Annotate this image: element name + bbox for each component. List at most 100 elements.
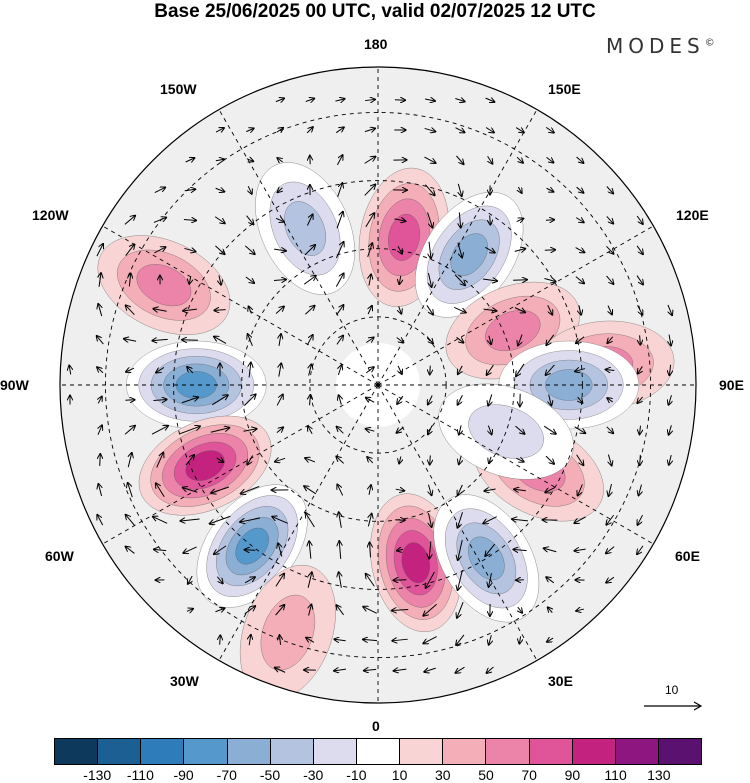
wind-vector [519, 636, 520, 643]
wind-vector [640, 335, 641, 344]
wind-vector [96, 244, 103, 257]
wind-vector [424, 128, 436, 131]
wind-vector [392, 609, 409, 610]
wind-vector [365, 367, 374, 374]
wind-vector [279, 635, 280, 645]
wind-vector [516, 156, 523, 163]
wind-vector [307, 572, 312, 588]
wind-vector [363, 607, 378, 614]
wind-vector [336, 605, 344, 616]
wind-vector [427, 212, 433, 227]
wind-vector [364, 128, 375, 131]
meridian-line [377, 109, 538, 386]
colorbar-tick-label: 10 [391, 767, 408, 783]
lon-label-120w: 120W [32, 207, 69, 223]
wind-vector [397, 395, 404, 404]
wind-vector [365, 213, 374, 228]
polar-stereographic-map [59, 66, 697, 704]
wind-vector [669, 455, 671, 465]
wind-vector [336, 212, 343, 229]
wind-vector [303, 276, 315, 285]
wind-vector [336, 305, 343, 316]
wind-vector [368, 514, 371, 527]
wind-vector [513, 280, 527, 281]
wind-vector [515, 127, 524, 133]
wind-vector [336, 457, 345, 464]
wind-vector [482, 279, 497, 281]
wind-vector [156, 453, 164, 468]
colorbar-tick-label: 130 [647, 767, 671, 783]
wind-vector [182, 340, 198, 341]
wind-vector [156, 483, 165, 497]
lon-label-30w: 30W [170, 673, 199, 689]
wind-vector [430, 365, 431, 375]
lon-label-60w: 60W [45, 548, 74, 564]
wind-vector [309, 541, 311, 559]
wind-vector [309, 364, 312, 376]
wind-vector [483, 309, 497, 311]
wind-vector [126, 547, 135, 554]
wind-vector [514, 307, 525, 313]
wind-vector [545, 487, 555, 493]
wind-vector [454, 274, 465, 285]
wind-vector [636, 245, 643, 254]
wind-vector [485, 98, 495, 102]
wind-vector [459, 425, 461, 434]
meridian-line [377, 384, 538, 661]
graticule [60, 67, 696, 703]
wind-vector [186, 609, 193, 612]
wind-vector [575, 276, 584, 284]
wind-vector [639, 484, 642, 496]
wind-vector [334, 669, 347, 671]
wind-vector [337, 427, 344, 434]
wind-vector [456, 336, 464, 342]
wind-vector [518, 334, 523, 346]
wind-vector [179, 426, 200, 435]
wind-vector [606, 370, 615, 371]
wind-vector [484, 489, 496, 491]
wind-vector [637, 305, 643, 314]
wind-vector [637, 545, 644, 554]
wind-vector [607, 336, 614, 343]
meridian-line [377, 384, 654, 545]
logo-mark: © [704, 37, 715, 49]
colorbar-tick-label: -30 [303, 767, 324, 783]
wind-vector [183, 546, 197, 553]
anomaly-contour [450, 233, 488, 277]
wind-vector [124, 339, 137, 342]
wind-vector [276, 427, 283, 434]
colorbar-segment [356, 739, 401, 764]
wind-vector [456, 634, 465, 645]
modes-logo: MODES© [606, 34, 715, 58]
wind-vector [578, 396, 583, 403]
wind-vector [241, 485, 260, 493]
wind-vector [487, 155, 493, 163]
wind-vector [485, 246, 494, 252]
wind-vector [518, 186, 521, 193]
wind-vector [124, 216, 135, 225]
wind-vector [126, 515, 135, 526]
wind-vector [310, 395, 311, 406]
wind-vector [458, 484, 463, 495]
wind-vector [488, 425, 491, 435]
wind-vector [545, 455, 554, 464]
colorbar-tick-label: -130 [83, 767, 112, 783]
wind-vector [249, 363, 251, 378]
wind-vector [547, 638, 554, 642]
wind-vector [249, 635, 251, 646]
wind-vector [245, 550, 256, 551]
wind-vector [183, 309, 197, 311]
lon-label-150w: 150W [160, 81, 197, 97]
wind-vector [274, 249, 286, 251]
wind-vector [364, 157, 376, 164]
colorbar-segment [141, 739, 185, 764]
wind-vector [458, 569, 463, 590]
wind-vector [512, 519, 528, 521]
wind-vector [247, 455, 254, 465]
wind-vector [516, 363, 525, 376]
wind-vector [424, 156, 435, 163]
wind-vector [546, 334, 555, 345]
wind-vector [275, 574, 284, 587]
colorbar [54, 738, 702, 765]
wind-vector [305, 306, 314, 315]
